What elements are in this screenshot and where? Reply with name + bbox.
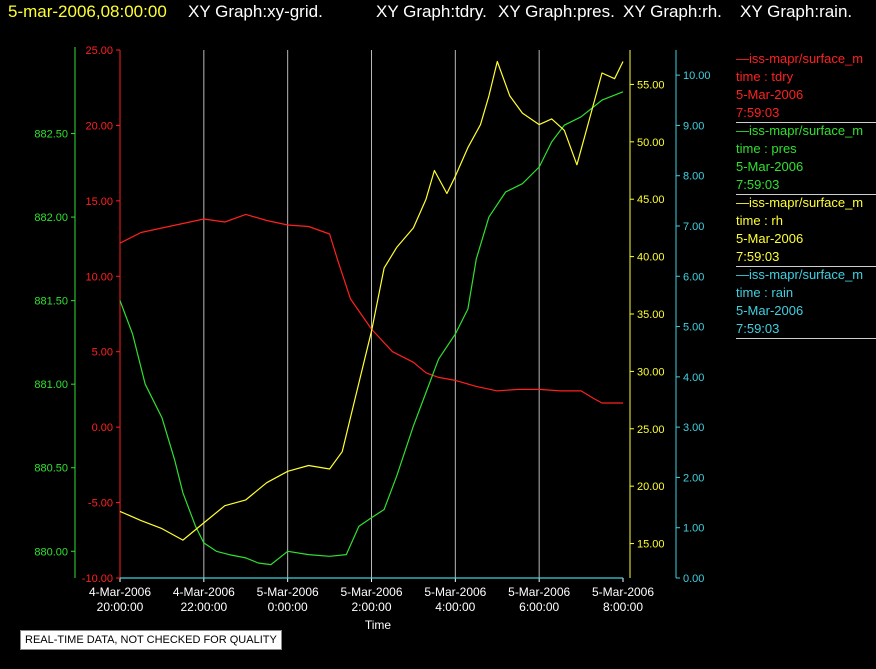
tdry-tick-label: 15.00 [85,196,113,208]
pres-tick-label: 880.00 [34,546,68,558]
graph-label-rain: XY Graph:rain. [740,2,853,21]
tdry-tick-label: 25.00 [85,45,113,57]
graph-label-rh: XY Graph:rh. [623,2,722,21]
series-line-rh [119,60,624,541]
x-tick-label-date: 5-Mar-2006 [508,585,570,599]
series-line-pres [119,91,624,566]
rh-tick-label: 20.00 [637,481,665,493]
x-tick-label-date: 5-Mar-2006 [424,585,486,599]
rain-tick-label: 2.00 [683,472,704,484]
legend-rain: —iss-mapr/surface_m time : rain 5-Mar-20… [736,266,876,339]
tdry-tick-label: 20.00 [85,120,113,132]
legend-pres-var: time : pres [736,141,797,156]
legend-pres-time: 7:59:03 [736,177,780,192]
tdry-tick-label: 0.00 [92,422,113,434]
rain-tick-label: 5.00 [683,322,704,334]
x-tick-label-date: 4-Mar-2006 [173,585,235,599]
rh-tick-label: 25.00 [637,424,665,436]
legend-divider [736,194,876,195]
legend-rh-source: —iss-mapr/surface_m [736,195,864,210]
legend-rain-date: 5-Mar-2006 [736,303,804,318]
rain-tick-label: 4.00 [683,372,704,384]
title-bar: 5-mar-2006,08:00:00 XY Graph:xy-grid. XY… [0,0,876,30]
x-tick-label-date: 5-Mar-2006 [257,585,319,599]
tdry-tick-label: -5.00 [88,498,113,510]
rh-tick-label: 40.00 [637,252,665,264]
legend-pres-date: 5-Mar-2006 [736,159,804,174]
x-tick-label-time: 4:00:00 [435,600,475,614]
rh-tick-label: 15.00 [637,539,665,551]
tdry-tick-label: 5.00 [92,347,113,359]
rain-tick-label: 10.00 [683,70,711,82]
graph-label-tdry: XY Graph:tdry. [376,2,487,21]
axes-layer: 4-Mar-200620:00:004-Mar-200622:00:005-Ma… [34,45,710,614]
rain-tick-label: 0.00 [683,573,704,585]
legend-rain-source: —iss-mapr/surface_m [736,267,864,282]
x-tick-label-date: 5-Mar-2006 [340,585,402,599]
x-tick-label-time: 8:00:00 [603,600,643,614]
series-layer [119,60,624,579]
legend-divider [736,122,876,123]
legend-tdry-date: 5-Mar-2006 [736,87,804,102]
graph-label-pres: XY Graph:pres. [498,2,615,21]
graph-label-xy-grid: XY Graph:xy-grid. [188,2,323,21]
rain-tick-label: 1.00 [683,523,704,535]
legend-tdry: —iss-mapr/surface_m time : tdry 5-Mar-20… [736,50,876,123]
legend-rh-time: 7:59:03 [736,249,780,264]
series-line-tdry [119,213,623,404]
rh-tick-label: 55.00 [637,79,665,91]
rh-tick-label: 30.00 [637,366,665,378]
x-tick-label-time: 20:00:00 [97,600,144,614]
legend-divider [736,266,876,267]
legend-pres: —iss-mapr/surface_m time : pres 5-Mar-20… [736,122,876,195]
quality-warning-label: REAL-TIME DATA, NOT CHECKED FOR QUALITY [20,630,282,650]
legend-tdry-time: 7:59:03 [736,105,780,120]
pres-tick-label: 880.50 [34,463,68,475]
x-tick-label-date: 5-Mar-2006 [592,585,654,599]
pres-tick-label: 881.50 [34,296,68,308]
x-tick-label-time: 6:00:00 [519,600,559,614]
legend-tdry-var: time : tdry [736,69,794,84]
rh-tick-label: 35.00 [637,309,665,321]
pres-tick-label: 882.50 [34,129,68,141]
legend-divider [736,338,876,339]
x-tick-label-time: 0:00:00 [268,600,308,614]
x-tick-label-time: 2:00:00 [351,600,391,614]
legend-rh-var: time : rh [736,213,783,228]
legend-rh: —iss-mapr/surface_m time : rh 5-Mar-2006… [736,194,876,267]
x-tick-label-time: 22:00:00 [180,600,227,614]
rain-tick-label: 9.00 [683,120,704,132]
grid-layer [203,50,540,578]
rh-tick-label: 50.00 [637,137,665,149]
rh-tick-label: 45.00 [637,194,665,206]
legend-pres-source: —iss-mapr/surface_m [736,123,864,138]
legend-rain-var: time : rain [736,285,794,300]
legend-rh-date: 5-Mar-2006 [736,231,804,246]
x-tick-label-date: 4-Mar-2006 [89,585,151,599]
pres-tick-label: 882.00 [34,212,68,224]
x-axis-label: Time [365,618,392,632]
rain-tick-label: 3.00 [683,422,704,434]
tdry-tick-label: -10.00 [82,573,113,585]
legend-rain-time: 7:59:03 [736,321,780,336]
header-timestamp: 5-mar-2006,08:00:00 [8,2,167,21]
legend-tdry-source: —iss-mapr/surface_m [736,51,864,66]
rain-tick-label: 7.00 [683,221,704,233]
tdry-tick-label: 10.00 [85,271,113,283]
pres-tick-label: 881.00 [34,379,68,391]
rain-tick-label: 8.00 [683,171,704,183]
rain-tick-label: 6.00 [683,271,704,283]
